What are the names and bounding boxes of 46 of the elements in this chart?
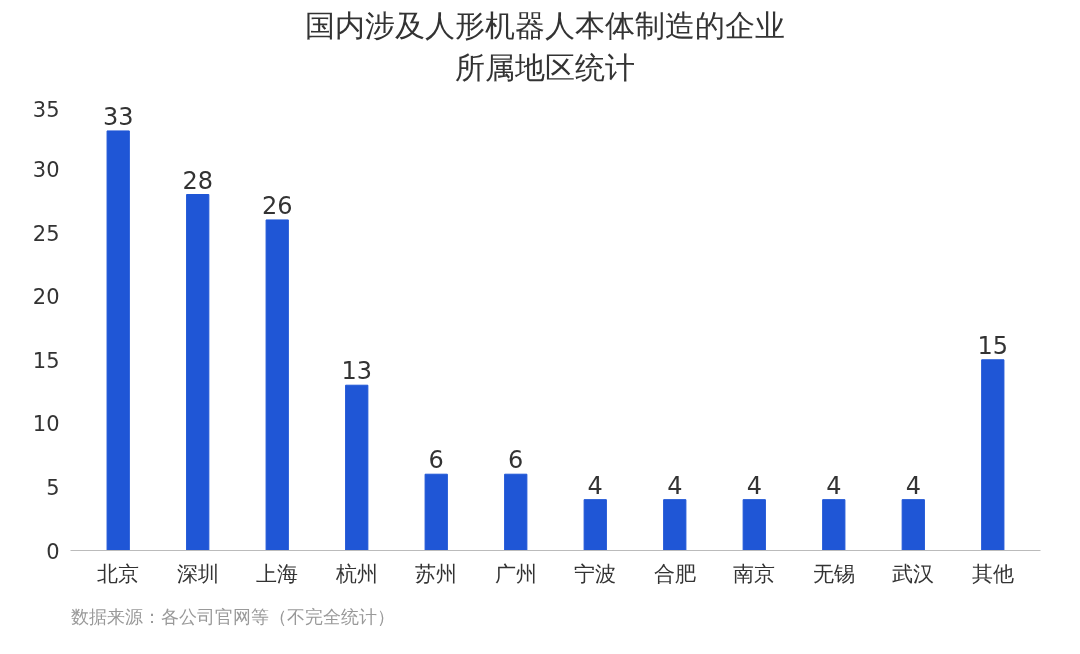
x-tick-label: 武汉	[892, 561, 935, 586]
y-tick-label: 15	[32, 348, 60, 373]
data-label: 26	[261, 191, 293, 220]
x-tick-label: 无锡	[812, 561, 855, 586]
x-tick-label: 宁波	[574, 561, 617, 586]
x-tick-label: 南京	[733, 561, 776, 586]
x-tick-label: 上海	[256, 561, 299, 586]
x-tick-label: 其他	[971, 561, 1014, 586]
data-label: 13	[341, 357, 373, 386]
bar	[981, 359, 1005, 551]
x-tick-label: 深圳	[176, 561, 219, 586]
y-tick-label: 5	[46, 475, 60, 500]
bar	[106, 130, 130, 551]
x-tick-label: 广州	[494, 561, 537, 586]
y-tick-label: 0	[46, 539, 60, 564]
y-tick-label: 30	[32, 158, 60, 183]
bar	[742, 499, 766, 551]
x-tick-label: 杭州	[334, 561, 378, 586]
bar	[822, 499, 846, 551]
data-label: 4	[746, 471, 762, 500]
data-label: 6	[428, 446, 444, 475]
bar	[265, 219, 289, 551]
data-label: 28	[182, 166, 213, 195]
bar	[345, 384, 369, 551]
data-label: 33	[102, 102, 134, 131]
data-label: 6	[508, 446, 524, 475]
data-label: 4	[826, 471, 842, 500]
y-tick-label: 10	[32, 412, 60, 437]
x-tick-label: 北京	[97, 561, 140, 586]
data-label: 15	[977, 331, 1009, 360]
data-label: 4	[667, 471, 683, 500]
y-tick-label: 25	[32, 221, 60, 246]
bar	[901, 499, 925, 551]
data-label: 4	[587, 471, 603, 500]
chart-title: 国内涉及人形机器人本体制造的企业所属地区统计	[304, 7, 786, 87]
bar	[663, 499, 687, 551]
bar	[186, 194, 210, 551]
y-tick-label: 20	[32, 285, 60, 310]
x-tick-label: 合肥	[653, 561, 696, 586]
source-note: 数据来源：各公司官网等（不完全统计）	[70, 605, 395, 627]
bar	[504, 473, 528, 551]
y-tick-label: 35	[32, 97, 60, 122]
x-tick-label: 苏州	[415, 561, 458, 586]
data-label: 4	[905, 471, 921, 500]
bar	[583, 499, 607, 551]
bar	[424, 473, 448, 551]
